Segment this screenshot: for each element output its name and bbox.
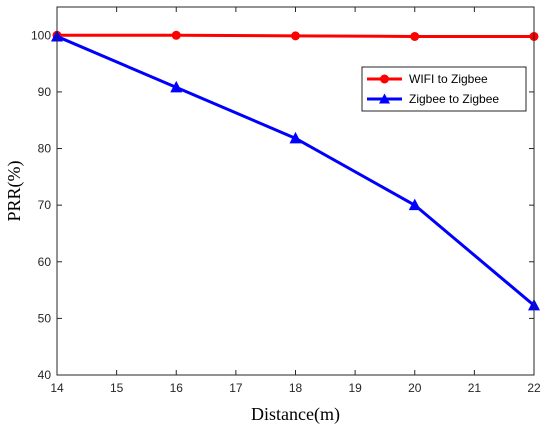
- data-point-wifi-to-zigbee: [171, 30, 181, 40]
- y-tick-label: 70: [38, 198, 52, 212]
- legend-marker-wifi-to-zigbee: [380, 74, 389, 84]
- plot-frame: [56, 6, 535, 376]
- legend: WIFI to Zigbee Zigbee to Zigbee: [361, 66, 527, 112]
- x-tick-label: 21: [468, 381, 482, 395]
- y-tick-label: 80: [38, 142, 52, 156]
- legend-label-wifi-to-zigbee: WIFI to Zigbee: [409, 72, 488, 86]
- data-point-wifi-to-zigbee: [410, 31, 420, 41]
- legend-label-zigbee-to-zigbee: Zigbee to Zigbee: [409, 92, 499, 106]
- y-axis-label: PRR(%): [4, 160, 25, 221]
- data-point-zigbee-to-zigbee: [408, 198, 421, 211]
- y-tick-label: 50: [38, 311, 52, 325]
- y-tick-label: 40: [38, 368, 52, 382]
- tick-layer: 14 15 16 17 18 19 20 21 22 40 50 60 70 80 90 100: [31, 7, 541, 395]
- y-tick-label: 60: [38, 255, 52, 269]
- data-point-zigbee-to-zigbee: [289, 131, 302, 144]
- x-tick-label: 19: [348, 381, 362, 395]
- x-tick-label: 20: [408, 381, 422, 395]
- x-tick-label: 22: [527, 381, 541, 395]
- legend-marker-zigbee-to-zigbee: [379, 93, 390, 104]
- x-axis-label: Distance(m): [251, 404, 340, 425]
- x-tick-label: 17: [229, 381, 243, 395]
- x-tick-label: 16: [170, 381, 184, 395]
- x-tick-label: 15: [110, 381, 124, 395]
- legend-box: [361, 66, 527, 112]
- y-tick-label: 100: [31, 28, 51, 42]
- series-layer: [51, 29, 540, 311]
- x-tick-label: 18: [289, 381, 303, 395]
- plot-area: [57, 7, 534, 375]
- x-tick-label: 14: [50, 381, 64, 395]
- y-tick-label: 90: [38, 85, 52, 99]
- data-point-zigbee-to-zigbee: [170, 80, 183, 93]
- data-point-wifi-to-zigbee: [291, 31, 300, 41]
